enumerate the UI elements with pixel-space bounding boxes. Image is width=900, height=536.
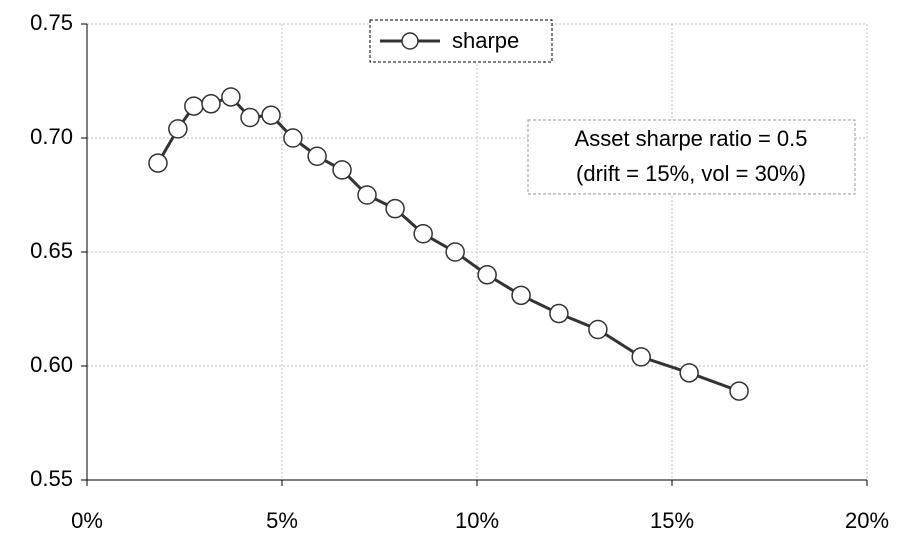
y-tick-label: 0.75 xyxy=(30,10,73,35)
y-tick-label: 0.65 xyxy=(30,238,73,263)
point xyxy=(357,185,377,205)
y-tick-label: 0.60 xyxy=(30,352,73,377)
point xyxy=(511,285,531,306)
x-tick-label: 0% xyxy=(71,508,103,533)
point xyxy=(413,224,433,244)
point xyxy=(445,242,465,262)
point xyxy=(201,94,221,114)
y-tick-label: 0.70 xyxy=(30,124,73,149)
point xyxy=(148,153,168,173)
y-tick-label: 0.55 xyxy=(30,466,73,491)
point xyxy=(549,303,569,324)
point xyxy=(184,96,204,116)
point xyxy=(261,105,281,125)
annotation: (drift = 15%, vol = 30%) xyxy=(576,161,806,186)
point xyxy=(307,146,327,166)
point xyxy=(588,319,608,340)
legend: sharpe xyxy=(369,19,553,63)
legend-marker xyxy=(401,32,419,50)
point xyxy=(631,347,651,367)
annotation-box xyxy=(527,119,856,195)
point xyxy=(477,265,497,285)
point xyxy=(332,160,352,180)
point xyxy=(729,381,749,401)
annotation: Asset sharpe ratio = 0.5 xyxy=(575,126,808,151)
legend-box xyxy=(369,19,553,63)
point xyxy=(221,87,241,107)
point xyxy=(168,119,188,139)
x-tick-label: 20% xyxy=(845,508,889,533)
point xyxy=(240,107,260,128)
x-tick-label: 5% xyxy=(266,508,298,533)
point xyxy=(283,128,303,148)
point xyxy=(679,363,699,383)
legend-label: sharpe xyxy=(452,28,519,53)
point xyxy=(385,198,405,219)
x-tick-label: 10% xyxy=(455,508,499,533)
x-tick-label: 15% xyxy=(650,508,694,533)
